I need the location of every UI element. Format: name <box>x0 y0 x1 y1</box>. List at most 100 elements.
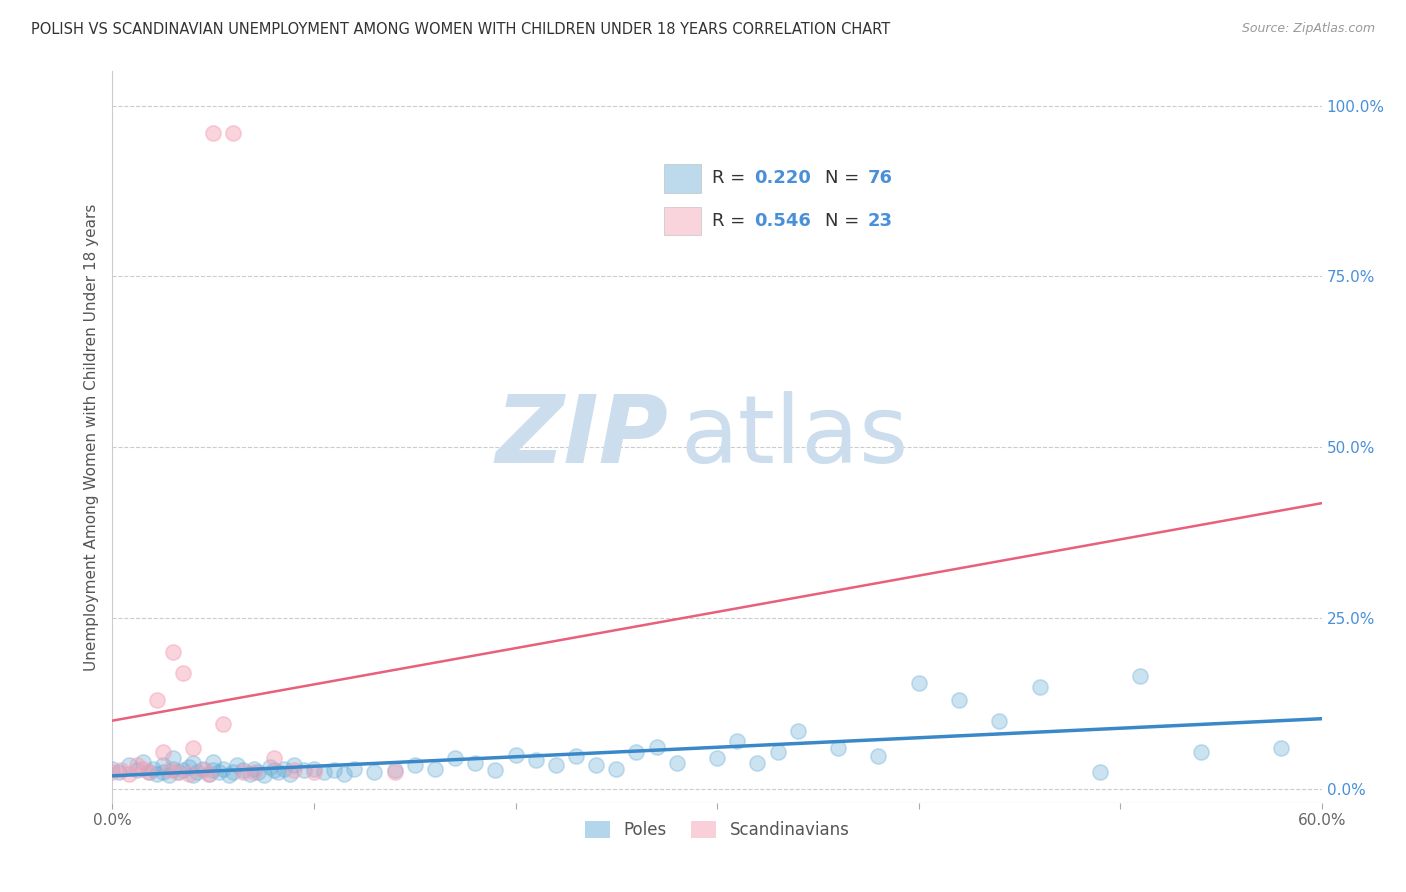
Point <box>246 765 269 780</box>
Point <box>117 767 139 781</box>
Point <box>524 753 547 767</box>
Point <box>232 763 254 777</box>
Point <box>198 767 221 781</box>
Point <box>181 741 204 756</box>
Point <box>665 756 688 771</box>
Point <box>242 762 264 776</box>
Point <box>384 765 406 780</box>
Point <box>242 765 264 780</box>
Text: POLISH VS SCANDINAVIAN UNEMPLOYMENT AMONG WOMEN WITH CHILDREN UNDER 18 YEARS COR: POLISH VS SCANDINAVIAN UNEMPLOYMENT AMON… <box>31 22 890 37</box>
Point <box>267 765 290 780</box>
Point <box>464 756 486 771</box>
Point <box>222 765 245 780</box>
Point <box>172 665 194 680</box>
Point <box>226 758 249 772</box>
Text: 0.220: 0.220 <box>755 169 811 187</box>
Point <box>162 762 184 776</box>
Point <box>162 751 184 765</box>
Point <box>283 758 305 772</box>
Point <box>585 758 607 772</box>
Point <box>181 756 204 771</box>
Point <box>138 765 160 780</box>
Point <box>186 765 208 780</box>
Point <box>253 768 276 782</box>
Point <box>363 765 385 780</box>
Text: R =: R = <box>711 169 751 187</box>
Point <box>162 645 184 659</box>
Point <box>384 763 406 777</box>
Point <box>238 767 260 781</box>
Text: Source: ZipAtlas.com: Source: ZipAtlas.com <box>1241 22 1375 36</box>
Point <box>484 763 506 777</box>
Point <box>1028 680 1050 694</box>
Y-axis label: Unemployment Among Women with Children Under 18 years: Unemployment Among Women with Children U… <box>83 203 98 671</box>
Point <box>505 747 527 762</box>
Point <box>157 763 180 777</box>
Point <box>323 763 346 777</box>
Point <box>626 745 648 759</box>
Point <box>1129 669 1152 683</box>
Point <box>273 762 295 776</box>
Point <box>202 763 225 777</box>
Point <box>177 760 200 774</box>
Point <box>343 762 366 776</box>
Point <box>259 760 281 774</box>
Point <box>146 693 169 707</box>
Point <box>278 767 301 781</box>
Point <box>786 724 808 739</box>
Point <box>868 749 890 764</box>
Point <box>645 739 668 754</box>
Point <box>152 765 174 780</box>
Point <box>292 763 315 777</box>
Point <box>167 765 190 780</box>
Point <box>218 768 240 782</box>
FancyBboxPatch shape <box>664 207 700 235</box>
Point <box>263 751 285 765</box>
FancyBboxPatch shape <box>664 164 700 193</box>
Text: R =: R = <box>711 212 751 230</box>
Point <box>152 758 174 772</box>
Point <box>423 762 446 776</box>
Text: N =: N = <box>825 169 865 187</box>
Point <box>181 768 204 782</box>
Point <box>605 762 627 776</box>
Text: atlas: atlas <box>681 391 910 483</box>
Point <box>110 763 132 777</box>
Point <box>146 767 169 781</box>
Point <box>132 762 155 776</box>
Point <box>191 763 214 777</box>
Point <box>312 765 335 780</box>
Text: ZIP: ZIP <box>496 391 669 483</box>
Point <box>1088 765 1111 780</box>
Point <box>1189 745 1212 759</box>
Point <box>747 756 769 771</box>
Point <box>208 765 231 780</box>
Point <box>565 749 588 764</box>
Point <box>138 765 160 780</box>
Point <box>333 767 356 781</box>
Point <box>766 745 789 759</box>
Point <box>212 717 235 731</box>
Point <box>202 126 225 140</box>
Point <box>827 741 849 756</box>
Point <box>444 751 467 765</box>
Point <box>101 762 124 776</box>
Point <box>232 765 254 780</box>
Point <box>101 765 124 780</box>
Point <box>191 762 214 776</box>
Point <box>152 745 174 759</box>
Point <box>117 758 139 772</box>
Point <box>907 676 929 690</box>
Point <box>125 758 148 772</box>
Point <box>948 693 970 707</box>
Point <box>212 762 235 776</box>
Point <box>198 767 221 781</box>
Point <box>172 763 194 777</box>
Point <box>166 765 188 780</box>
Text: 0.546: 0.546 <box>755 212 811 230</box>
Point <box>157 768 180 782</box>
Point <box>142 762 165 776</box>
Point <box>1270 741 1292 756</box>
Text: 23: 23 <box>868 212 893 230</box>
Point <box>725 734 748 748</box>
